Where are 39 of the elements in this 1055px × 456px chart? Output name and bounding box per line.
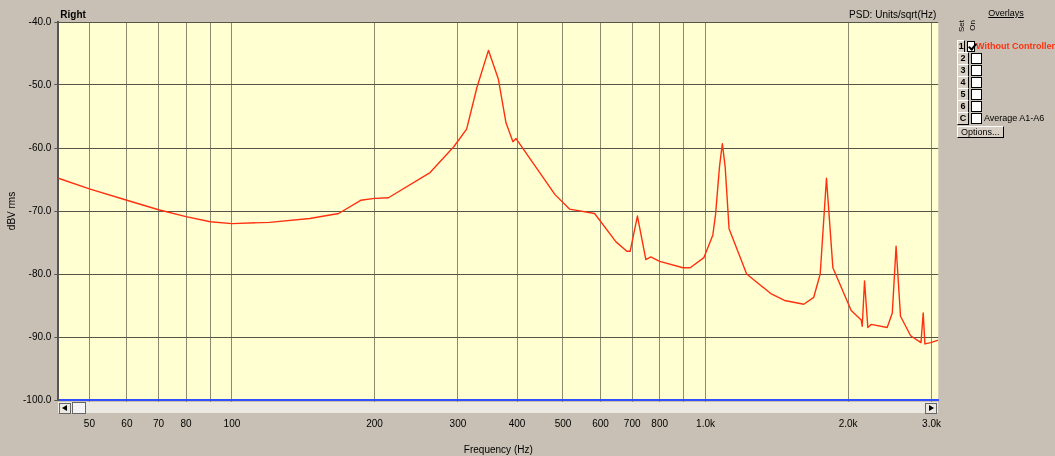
text: 4 (957, 75, 969, 89)
x-tick-label: 400 (508, 417, 526, 429)
text: Options... (957, 126, 1004, 138)
x-tick-label: 3.0k (922, 417, 942, 429)
x-tick-label: 50 (83, 417, 96, 429)
y-tick-label: -80.0 (28, 267, 52, 279)
x-tick-label: 100 (223, 417, 241, 429)
y-axis-title: dBV rms (5, 191, 17, 231)
y-tick-label: -60.0 (28, 141, 52, 153)
text: Overlays (987, 8, 1025, 18)
x-tick-label: 70 (153, 417, 165, 429)
x-tick-label: 500 (554, 417, 572, 429)
x-tick-label: 200 (366, 417, 384, 429)
x-tick-label: 60 (121, 417, 133, 429)
text: 6 (957, 99, 969, 113)
x-tick-label: 2.0k (838, 417, 859, 429)
y-tick-label: -90.0 (28, 330, 52, 342)
text: 2 (957, 51, 969, 65)
x-tick-label: 600 (592, 417, 610, 429)
x-tick-label: 80 (180, 417, 193, 429)
text: Set (957, 20, 966, 33)
y-tick-label: -100.0 (23, 393, 52, 405)
text: 1 (957, 39, 966, 53)
x-tick-label: 300 (449, 417, 467, 429)
text: 3 (957, 63, 969, 77)
y-tick-label: -50.0 (28, 78, 52, 90)
text: Without Controller (976, 41, 1055, 51)
text: C (957, 111, 969, 125)
x-tick-label: 700 (623, 417, 641, 429)
text: 5 (957, 87, 969, 101)
x-tick-label: 800 (651, 417, 669, 429)
text: Right (60, 8, 87, 20)
text: On (968, 20, 977, 31)
text: Average A1-A6 (984, 113, 1045, 123)
y-tick-label: -70.0 (28, 204, 52, 216)
y-tick-label: -40.0 (28, 15, 52, 27)
x-tick-label: 1.0k (696, 417, 717, 429)
x-axis-title: Frequency (Hz) (463, 443, 533, 455)
text: PSD: Units/sqrt(Hz) (849, 8, 937, 20)
